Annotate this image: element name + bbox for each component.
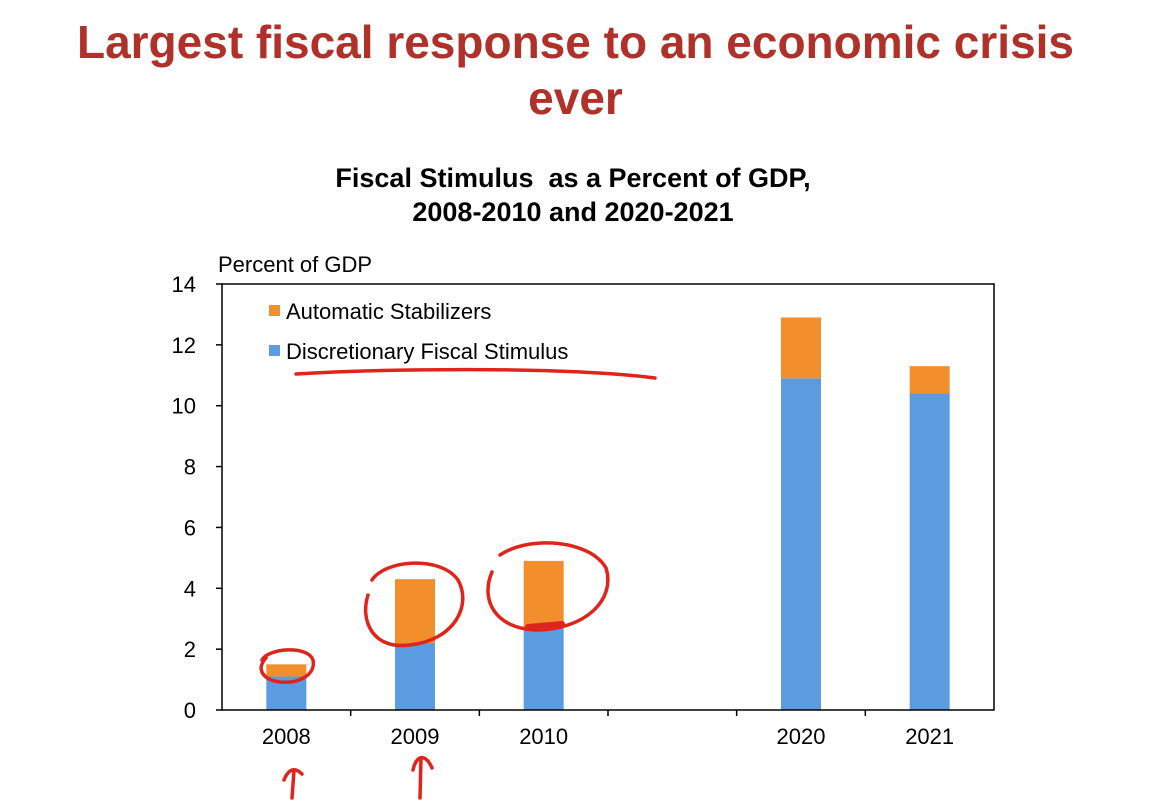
slide-title-line2: ever xyxy=(528,72,623,124)
slide-title: Largest fiscal response to an economic c… xyxy=(0,14,1151,126)
y-axis-label: Percent of GDP xyxy=(218,252,372,277)
annotation-arrow-2008 xyxy=(282,768,304,800)
y-tick-label-14: 14 xyxy=(172,272,196,297)
annotation-circle-2009 xyxy=(363,561,465,648)
bar-automatic-stabilizers-2009 xyxy=(395,579,435,644)
legend-swatch-automatic-stabilizers xyxy=(269,305,280,316)
bar-discretionary-fiscal-stimulus-2021 xyxy=(909,393,950,710)
x-tick-label-2010: 2010 xyxy=(519,724,568,749)
annotation-circle-2008 xyxy=(259,648,316,684)
legend-swatch-discretionary-fiscal-stimulus xyxy=(269,345,280,356)
chart-title-line1: Fiscal Stimulus as a Percent of GDP, xyxy=(335,163,810,193)
plot-area-frame xyxy=(221,283,995,711)
y-tick-label-10: 10 xyxy=(172,394,196,419)
x-tick-label-2008: 2008 xyxy=(262,724,311,749)
y-tick-label-0: 0 xyxy=(184,698,196,723)
annotation-arrow-2009 xyxy=(411,756,434,800)
bar-discretionary-fiscal-stimulus-2009 xyxy=(395,643,435,710)
bar-automatic-stabilizers-2010 xyxy=(523,560,564,628)
legend-label-discretionary-fiscal-stimulus: Discretionary Fiscal Stimulus xyxy=(286,339,568,364)
annotation-circle-2010 xyxy=(486,541,610,632)
y-tick-label-12: 12 xyxy=(172,333,196,358)
handwritten-annotations xyxy=(259,367,657,800)
bar-automatic-stabilizers-2008 xyxy=(266,664,307,677)
legend-label-automatic-stabilizers: Automatic Stabilizers xyxy=(286,299,491,324)
annotation-mark-2010-boundary xyxy=(525,621,565,630)
x-tick-label-2009: 2009 xyxy=(391,724,440,749)
legend: Automatic Stabilizers Discretionary Fisc… xyxy=(269,299,568,364)
y-tick-label-2: 2 xyxy=(184,637,196,662)
x-tick-label-2020: 2020 xyxy=(777,724,826,749)
y-tick-label-8: 8 xyxy=(184,455,196,480)
bar-automatic-stabilizers-2021 xyxy=(909,366,950,394)
bar-discretionary-fiscal-stimulus-2020 xyxy=(781,378,821,710)
slide-title-line1: Largest fiscal response to an economic c… xyxy=(76,16,1075,68)
bar-discretionary-fiscal-stimulus-2010 xyxy=(523,627,564,710)
chart-title-line2: 2008-2010 and 2020-2021 xyxy=(412,197,733,227)
y-tick-label-4: 4 xyxy=(184,576,196,601)
annotation-underline-legend xyxy=(294,367,657,380)
bar-automatic-stabilizers-2020 xyxy=(781,317,821,379)
y-tick-label-6: 6 xyxy=(184,515,196,540)
x-tick-label-2021: 2021 xyxy=(905,724,954,749)
